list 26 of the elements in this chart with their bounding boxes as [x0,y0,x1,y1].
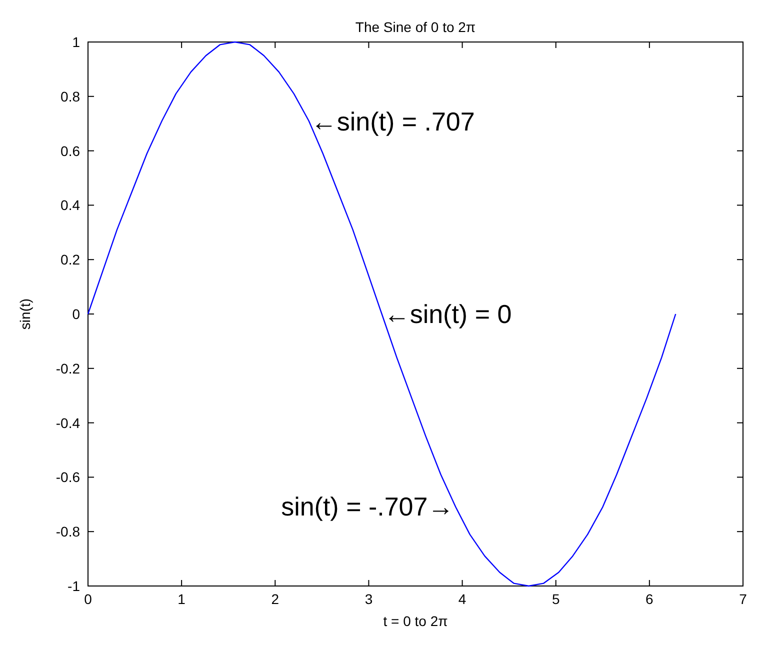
x-axis-title: t = 0 to 2π [383,613,448,629]
y-tick-label: 0.2 [60,252,80,268]
annotation: ←sin(t) = 0 [384,299,512,329]
annotation: sin(t) = -.707→ [281,491,454,522]
y-tick-label: -0.2 [56,360,80,376]
line-series [87,41,676,587]
y-tick-label: 1 [72,34,80,50]
y-axis-title: sin(t) [17,298,33,330]
x-tick-label: 0 [84,591,92,607]
y-tick-label: 0.6 [60,142,80,159]
y-tick-label: -0.4 [56,414,80,431]
x-tick-label: 7 [739,591,748,607]
y-tick-label: 0 [72,306,80,322]
chart-title: The Sine of 0 to 2π [355,19,476,35]
x-tick-label: 3 [364,591,373,607]
y-tick-label: 0.8 [60,88,80,104]
x-tick-label: 4 [458,591,466,607]
annotation: ←sin(t) = .707 [310,106,475,137]
y-tick-label: -0.8 [56,524,80,540]
y-tick-label: 0.4 [60,197,80,214]
y-tick-label: -1 [68,578,80,594]
x-tick-label: 1 [178,591,186,607]
y-tick-label: -0.6 [56,469,80,486]
x-tick-label: 5 [552,591,560,607]
x-tick-label: 6 [646,591,654,607]
x-tick-label: 2 [271,591,280,607]
